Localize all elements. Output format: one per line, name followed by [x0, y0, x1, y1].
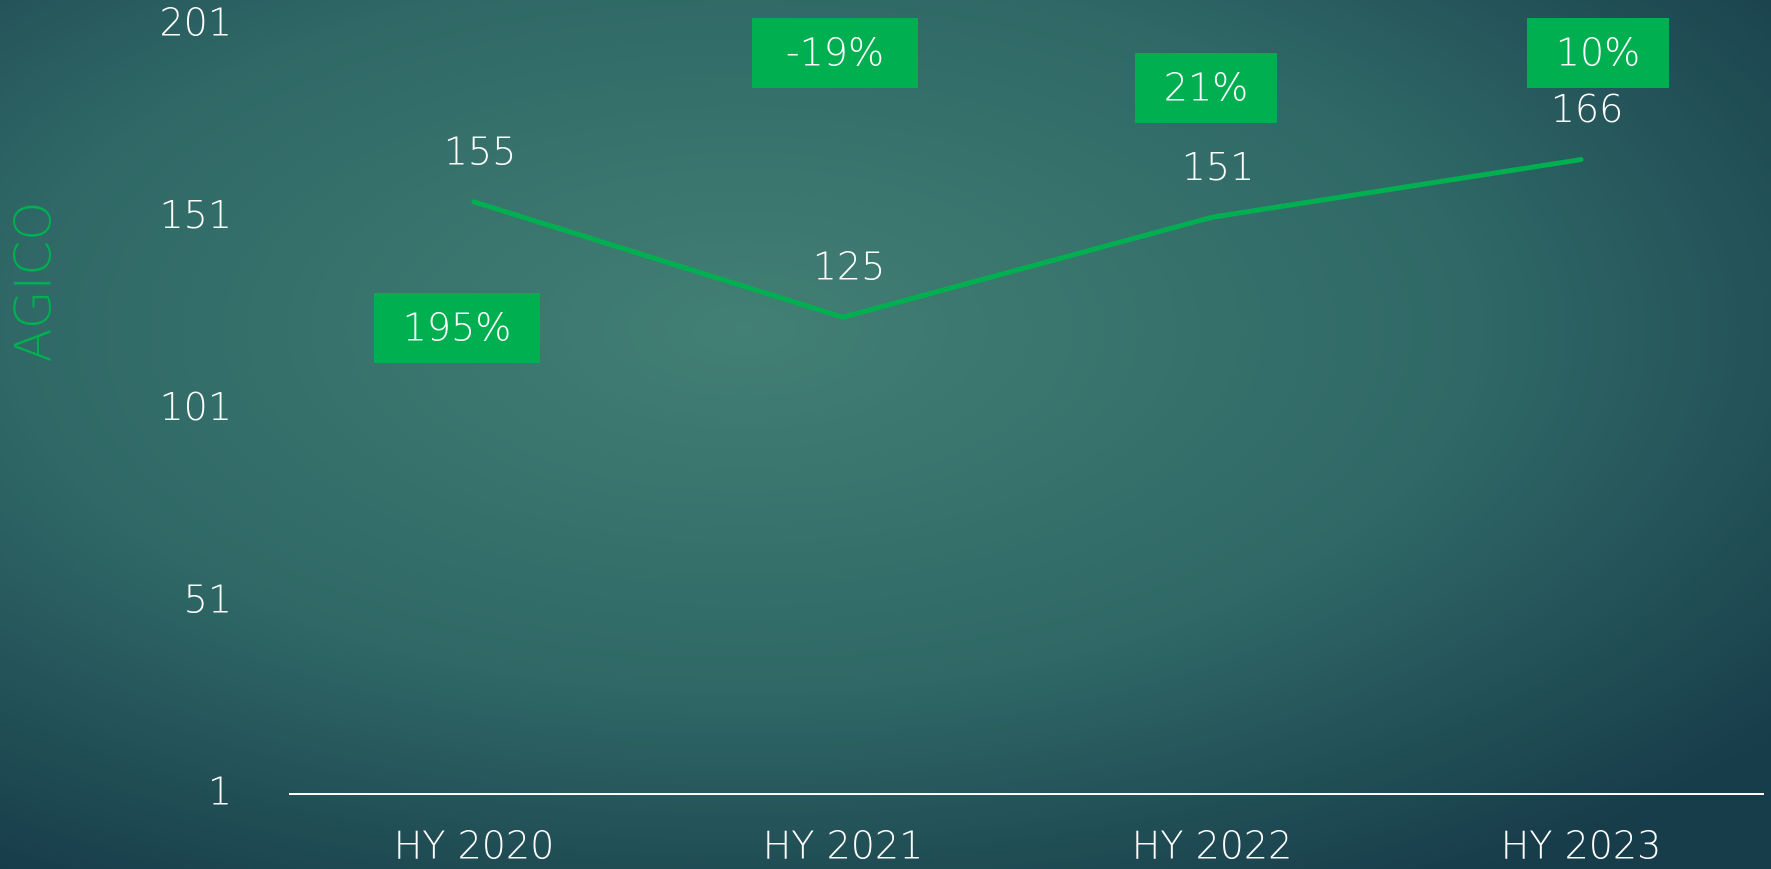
data-label: 151 [1182, 145, 1255, 189]
y-tick-label: 1 [208, 770, 232, 814]
data-label: 155 [444, 129, 517, 173]
data-label: 125 [813, 245, 886, 289]
y-axis-label: AGICO [5, 201, 63, 362]
annotation: 21% [1164, 66, 1248, 110]
x-tick-label: HY 2021 [763, 824, 924, 868]
x-tick-label: HY 2022 [1132, 824, 1293, 868]
annotation: 195% [403, 306, 512, 350]
line [471, 157, 1584, 320]
annotation: 10% [1556, 31, 1640, 75]
y-tick-label: 201 [159, 1, 232, 45]
annotation-box [374, 293, 540, 363]
annotation: -19% [786, 31, 884, 75]
annotation-box [1527, 18, 1669, 88]
annotation-box [1135, 53, 1277, 123]
x-tick-label: HY 2023 [1501, 824, 1662, 868]
y-tick-label: 51 [184, 577, 232, 621]
annotation-box [752, 18, 918, 88]
y-tick-label: 151 [159, 193, 232, 237]
x-tick-label: HY 2020 [394, 824, 555, 868]
data-label: 166 [1551, 87, 1624, 131]
y-tick-label: 101 [159, 385, 232, 429]
